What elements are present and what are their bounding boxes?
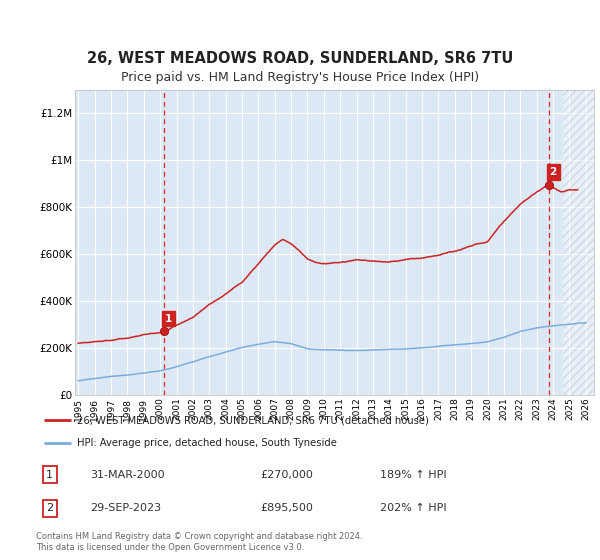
Text: 29-SEP-2023: 29-SEP-2023 bbox=[91, 503, 162, 513]
Text: 26, WEST MEADOWS ROAD, SUNDERLAND, SR6 7TU (detached house): 26, WEST MEADOWS ROAD, SUNDERLAND, SR6 7… bbox=[77, 416, 429, 426]
Text: £270,000: £270,000 bbox=[260, 470, 313, 480]
Text: Price paid vs. HM Land Registry's House Price Index (HPI): Price paid vs. HM Land Registry's House … bbox=[121, 71, 479, 84]
Text: HPI: Average price, detached house, South Tyneside: HPI: Average price, detached house, Sout… bbox=[77, 438, 337, 448]
Text: 2: 2 bbox=[550, 167, 557, 176]
Text: 189% ↑ HPI: 189% ↑ HPI bbox=[380, 470, 446, 480]
Text: 1: 1 bbox=[46, 470, 53, 480]
Text: This data is licensed under the Open Government Licence v3.0.: This data is licensed under the Open Gov… bbox=[36, 543, 304, 552]
Bar bbox=[563, 90, 600, 395]
Text: 202% ↑ HPI: 202% ↑ HPI bbox=[380, 503, 446, 513]
Text: Contains HM Land Registry data © Crown copyright and database right 2024.: Contains HM Land Registry data © Crown c… bbox=[36, 532, 362, 541]
Text: 26, WEST MEADOWS ROAD, SUNDERLAND, SR6 7TU: 26, WEST MEADOWS ROAD, SUNDERLAND, SR6 7… bbox=[87, 52, 513, 66]
Text: 31-MAR-2000: 31-MAR-2000 bbox=[91, 470, 165, 480]
Text: 2: 2 bbox=[46, 503, 53, 513]
Text: £895,500: £895,500 bbox=[260, 503, 313, 513]
Text: 1: 1 bbox=[164, 314, 172, 324]
